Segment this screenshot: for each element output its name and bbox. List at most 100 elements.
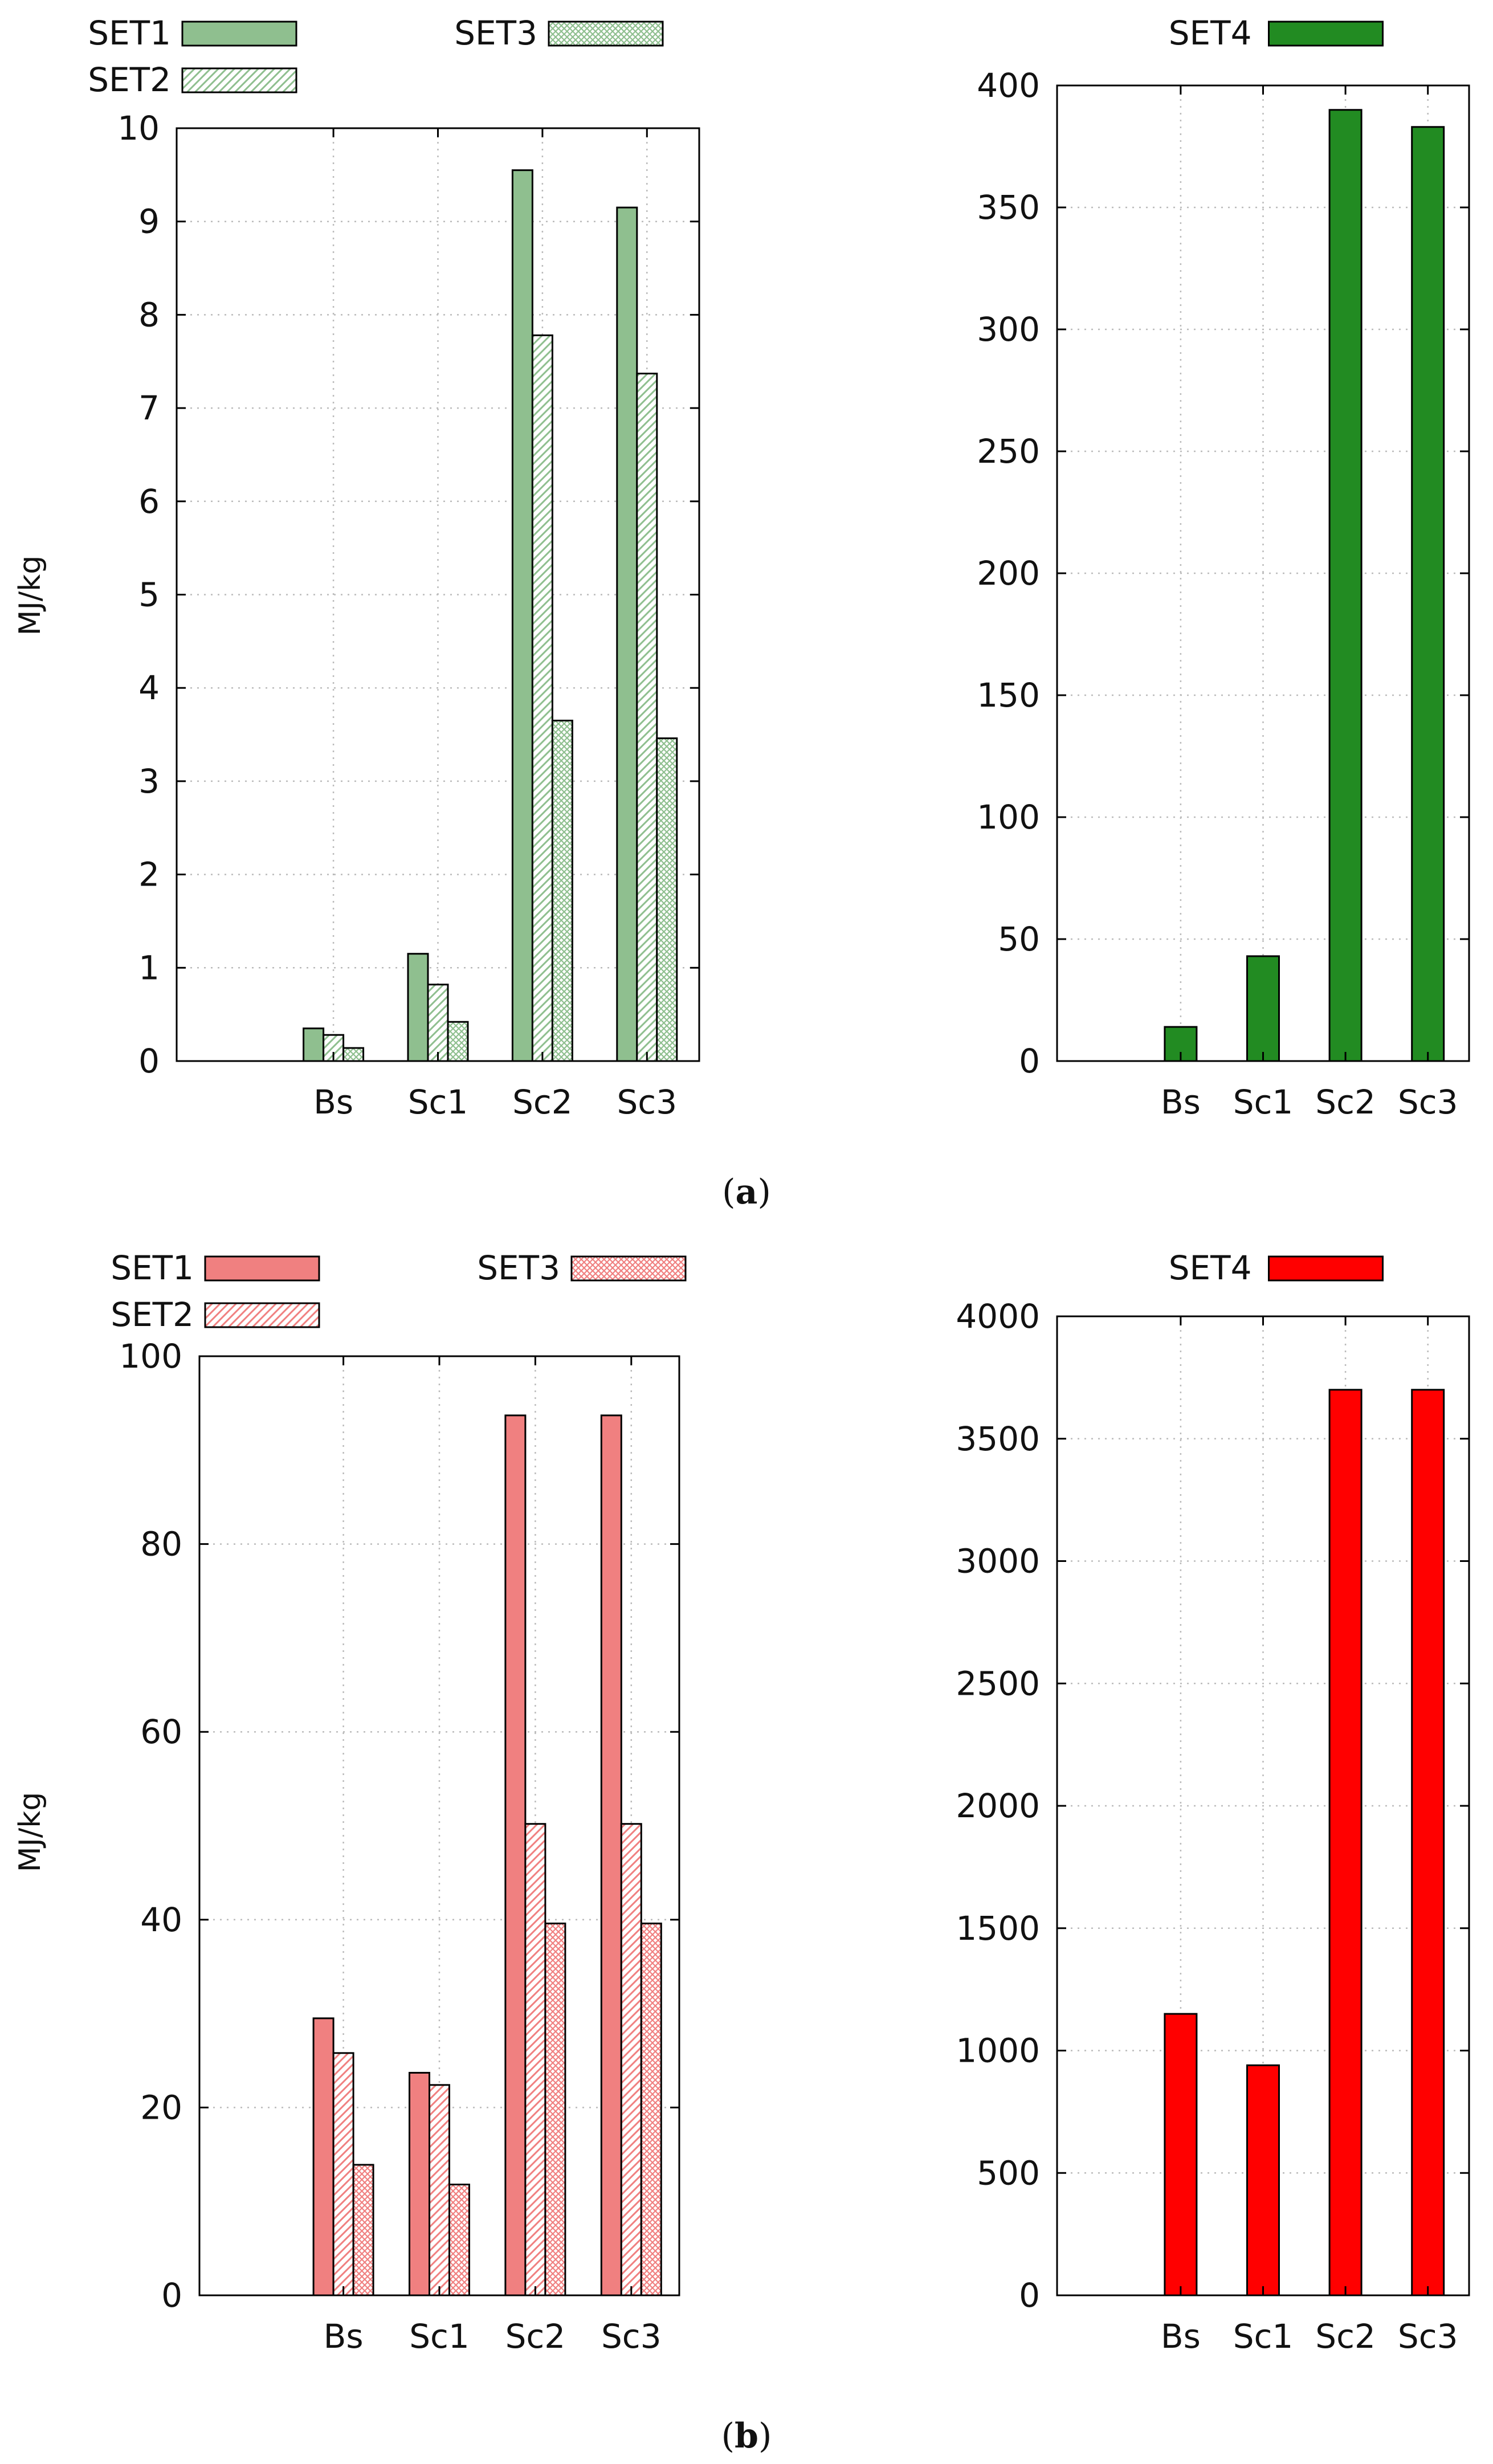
- y-tick-label: 3000: [956, 1542, 1040, 1581]
- bar-set3-bs: [342, 1047, 365, 1062]
- y-axis-label: MJ/kg: [13, 556, 47, 636]
- legend-swatch: [548, 21, 664, 47]
- x-tick-label: Sc3: [617, 1083, 677, 1121]
- x-tick-label: Sc1: [1233, 1083, 1294, 1121]
- x-tick-label: Sc1: [409, 2317, 470, 2356]
- bar-set3-sc3: [640, 1922, 662, 2296]
- legend-label: SET2: [88, 60, 171, 99]
- legend-swatch: [181, 67, 297, 93]
- bar-set4-sc2: [1328, 109, 1363, 1062]
- legend-label: SET3: [454, 14, 537, 52]
- y-tick-label: 250: [977, 432, 1040, 471]
- y-axis-label: MJ/kg: [13, 1792, 47, 1873]
- bar-set4-bs: [1164, 2013, 1198, 2296]
- bar-set1-sc2: [511, 169, 533, 1062]
- legend-label: SET3: [477, 1249, 560, 1287]
- y-tick-label: 400: [977, 66, 1040, 105]
- panel-a-caption: (a): [722, 1172, 771, 1212]
- y-tick-label: 2000: [956, 1786, 1040, 1825]
- legend-swatch: [1268, 1255, 1384, 1282]
- legend-label: SET4: [1169, 14, 1252, 52]
- chart-a-right: 0 50 100 150 200 250 300 350 400 Bs Sc1 Sc2 Sc3 SET4: [977, 14, 1470, 1121]
- y-tick-label: 8: [138, 295, 160, 334]
- y-tick-label: 2500: [956, 1664, 1040, 1703]
- panel-b-caption-letter: b: [735, 2416, 758, 2456]
- y-tick-label: 0: [138, 1042, 160, 1080]
- bar-set1-sc3: [616, 206, 638, 1062]
- y-tick-label: 4000: [956, 1297, 1040, 1336]
- bar-set3-bs: [352, 2164, 374, 2296]
- legend-label: SET1: [111, 1249, 194, 1287]
- bar-set3-sc2: [551, 719, 573, 1062]
- bar-set3-sc1: [447, 1021, 469, 1062]
- bar-set1-sc3: [600, 1414, 622, 2296]
- y-tick-label: 1: [138, 948, 160, 987]
- y-tick-label: 100: [977, 798, 1040, 837]
- bar-set2-sc3: [620, 1823, 642, 2296]
- bar-set2-bs: [332, 2052, 354, 2296]
- panel-b-caption: (b): [721, 2416, 772, 2456]
- bar-set3-sc3: [656, 737, 678, 1062]
- y-tick-label: 20: [140, 2088, 182, 2127]
- y-tick-label: 1500: [956, 1909, 1040, 1948]
- x-tick-label: Sc1: [1233, 2317, 1294, 2356]
- y-tick-label: 2: [138, 855, 160, 894]
- bar-set2-sc2: [531, 334, 553, 1062]
- y-tick-label: 100: [119, 1337, 182, 1376]
- y-tick-label: 7: [138, 389, 160, 427]
- y-tick-label: 9: [138, 202, 160, 241]
- bar-set4-bs: [1164, 1026, 1198, 1062]
- bar-set1-sc1: [407, 953, 429, 1062]
- bar-set2-sc2: [524, 1823, 546, 2296]
- legend-swatch: [570, 1255, 687, 1282]
- bar-set3-sc1: [448, 2184, 470, 2296]
- bar-set1-sc2: [504, 1414, 527, 2296]
- bar-set4-sc3: [1411, 126, 1445, 1062]
- y-tick-label: 3500: [956, 1419, 1040, 1458]
- y-tick-label: 6: [138, 482, 160, 521]
- legend-swatch: [204, 1302, 320, 1328]
- x-tick-label: Bs: [1161, 1083, 1201, 1121]
- panel-a-caption-letter: a: [736, 1172, 758, 1212]
- y-tick-label: 1000: [956, 2031, 1040, 2070]
- x-tick-label: Bs: [1161, 2317, 1201, 2356]
- y-tick-label: 40: [140, 1900, 182, 1939]
- y-tick-label: 300: [977, 310, 1040, 349]
- y-tick-label: 500: [977, 2153, 1040, 2192]
- bar-set1-sc1: [409, 2071, 430, 2296]
- bar-set2-sc3: [636, 373, 658, 1062]
- panel-b-caption-close: ): [758, 2416, 772, 2456]
- bar-set2-sc1: [429, 2084, 450, 2296]
- y-tick-label: 350: [977, 188, 1040, 227]
- bar-set4-sc1: [1246, 955, 1280, 1062]
- x-tick-label: Sc3: [1398, 1083, 1458, 1121]
- y-tick-label: 4: [138, 668, 160, 707]
- x-tick-label: Bs: [324, 2317, 364, 2356]
- x-tick-label: Sc1: [408, 1083, 468, 1121]
- y-tick-label: 5: [138, 576, 160, 614]
- x-tick-label: Sc2: [512, 1083, 573, 1121]
- x-tick-label: Sc3: [1398, 2317, 1458, 2356]
- bar-set4-sc3: [1411, 1389, 1445, 2296]
- bar-set4-sc2: [1328, 1389, 1363, 2296]
- panel-a-caption-open: (: [722, 1172, 735, 1212]
- chart-a-left: 0 1 2 3 4 5 6 7 8 9 10 Bs Sc1 Sc2 Sc3 MJ/kg SET1 SET2 SET3: [13, 14, 700, 1121]
- bar-set3-sc2: [544, 1922, 566, 2296]
- legend-label: SET2: [111, 1295, 194, 1334]
- y-tick-label: 60: [140, 1712, 182, 1751]
- panel-a-caption-close: ): [757, 1172, 770, 1212]
- y-tick-label: 10: [117, 109, 160, 148]
- panel-b-caption-open: (: [721, 2416, 735, 2456]
- x-tick-label: Sc2: [1315, 1083, 1376, 1121]
- chart-b-left: 0 20 40 60 80 100 Bs Sc1 Sc2 Sc3 MJ/kg SET1 SET2 SET3: [13, 1249, 687, 2356]
- y-tick-label: 80: [140, 1525, 182, 1564]
- y-tick-label: 3: [138, 762, 160, 801]
- legend-label: SET4: [1169, 1249, 1252, 1287]
- x-tick-label: Sc2: [505, 2317, 566, 2356]
- bar-set1-bs: [303, 1027, 325, 1062]
- y-tick-label: 0: [1019, 1042, 1040, 1080]
- bar-set4-sc1: [1246, 2064, 1280, 2296]
- y-tick-label: 200: [977, 554, 1040, 593]
- legend-swatch: [181, 21, 297, 47]
